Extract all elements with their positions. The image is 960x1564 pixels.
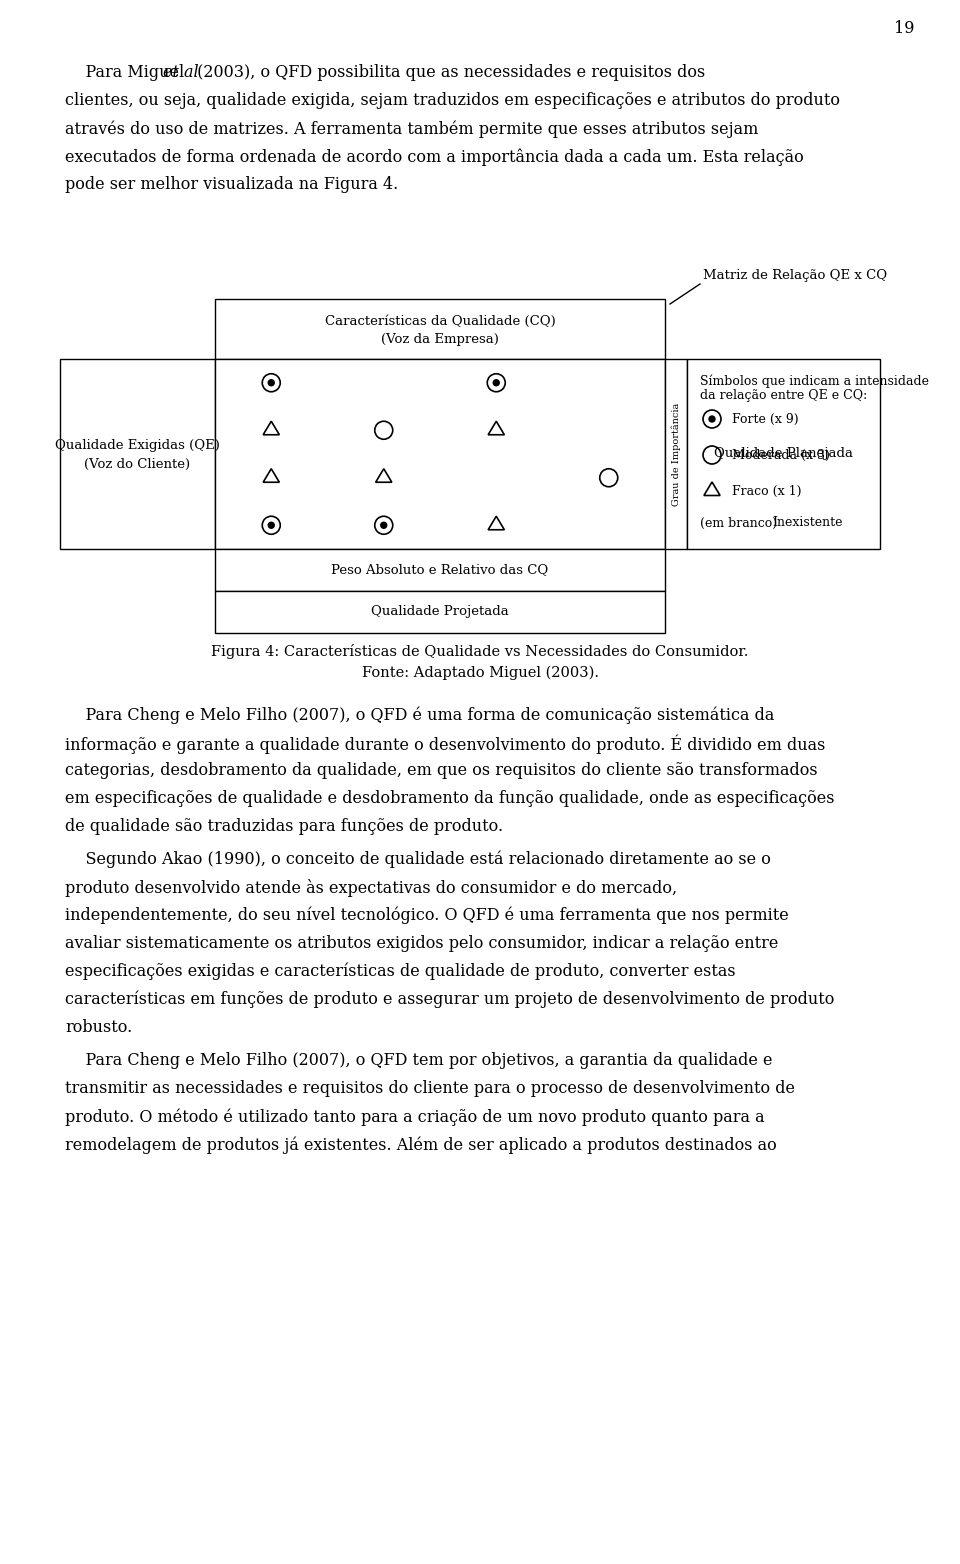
Text: robusto.: robusto. xyxy=(65,1020,132,1035)
Text: 19: 19 xyxy=(895,20,915,38)
Text: produto. O método é utilizado tanto para a criação de um novo produto quanto par: produto. O método é utilizado tanto para… xyxy=(65,1107,764,1126)
Text: Segundo Akao (1990), o conceito de qualidade está relacionado diretamente ao se : Segundo Akao (1990), o conceito de quali… xyxy=(65,851,771,868)
Text: Qualidade Projetada: Qualidade Projetada xyxy=(372,605,509,618)
Text: Características da Qualidade (CQ): Características da Qualidade (CQ) xyxy=(324,314,556,327)
Text: através do uso de matrizes. A ferramenta também permite que esses atributos seja: através do uso de matrizes. A ferramenta… xyxy=(65,120,758,138)
Text: produto desenvolvido atende às expectativas do consumidor e do mercado,: produto desenvolvido atende às expectati… xyxy=(65,879,677,898)
Text: executados de forma ordenada de acordo com a importância dada a cada um. Esta re: executados de forma ordenada de acordo c… xyxy=(65,149,804,166)
Bar xyxy=(60,360,215,549)
Text: características em funções de produto e assegurar um projeto de desenvolvimento : características em funções de produto e … xyxy=(65,992,834,1009)
Text: Fonte: Adaptado Miguel (2003).: Fonte: Adaptado Miguel (2003). xyxy=(362,666,598,680)
Text: Fraco (x 1): Fraco (x 1) xyxy=(732,485,802,497)
Bar xyxy=(215,549,665,591)
Circle shape xyxy=(709,416,715,422)
Bar xyxy=(215,360,665,549)
Text: (em branco): (em branco) xyxy=(700,516,778,530)
Circle shape xyxy=(268,522,275,529)
Text: Moderada (x 3): Moderada (x 3) xyxy=(732,449,829,461)
Text: Peso Absoluto e Relativo das CQ: Peso Absoluto e Relativo das CQ xyxy=(331,563,548,577)
Bar xyxy=(215,299,665,360)
Text: (Voz do Cliente): (Voz do Cliente) xyxy=(84,458,191,471)
Text: Inexistente: Inexistente xyxy=(772,516,843,530)
Text: (2003), o QFD possibilita que as necessidades e requisitos dos: (2003), o QFD possibilita que as necessi… xyxy=(192,64,706,81)
Text: avaliar sistematicamente os atributos exigidos pelo consumidor, indicar a relaçã: avaliar sistematicamente os atributos ex… xyxy=(65,935,779,952)
Text: independentemente, do seu nível tecnológico. O QFD é uma ferramenta que nos perm: independentemente, do seu nível tecnológ… xyxy=(65,907,789,924)
Text: Para Cheng e Melo Filho (2007), o QFD é uma forma de comunicação sistemática da: Para Cheng e Melo Filho (2007), o QFD é … xyxy=(65,705,775,724)
Text: de qualidade são traduzidas para funções de produto.: de qualidade são traduzidas para funções… xyxy=(65,818,503,835)
Text: Símbolos que indicam a intensidade: Símbolos que indicam a intensidade xyxy=(700,374,929,388)
Text: em especificações de qualidade e desdobramento da função qualidade, onde as espe: em especificações de qualidade e desdobr… xyxy=(65,790,834,807)
Text: informação e garante a qualidade durante o desenvolvimento do produto. É dividid: informação e garante a qualidade durante… xyxy=(65,734,826,754)
Text: Para Cheng e Melo Filho (2007), o QFD tem por objetivos, a garantia da qualidade: Para Cheng e Melo Filho (2007), o QFD te… xyxy=(65,1053,773,1070)
Bar xyxy=(687,360,880,549)
Text: Qualidade Planejada: Qualidade Planejada xyxy=(714,447,853,460)
Bar xyxy=(215,591,665,633)
Text: transmitir as necessidades e requisitos do cliente para o processo de desenvolvi: transmitir as necessidades e requisitos … xyxy=(65,1081,795,1096)
Text: remodelagem de produtos já existentes. Além de ser aplicado a produtos destinado: remodelagem de produtos já existentes. A… xyxy=(65,1135,777,1154)
Text: Matriz de Relação QE x CQ: Matriz de Relação QE x CQ xyxy=(703,269,887,282)
Text: Para Miguel: Para Miguel xyxy=(65,64,189,81)
Bar xyxy=(665,360,687,549)
Circle shape xyxy=(268,380,275,386)
Text: Forte (x 9): Forte (x 9) xyxy=(732,413,799,425)
Text: et al: et al xyxy=(163,64,199,81)
Text: Figura 4: Características de Qualidade vs Necessidades do Consumidor.: Figura 4: Características de Qualidade v… xyxy=(211,644,749,658)
Text: pode ser melhor visualizada na Figura 4.: pode ser melhor visualizada na Figura 4. xyxy=(65,177,398,192)
Text: da relação entre QE e CQ:: da relação entre QE e CQ: xyxy=(700,389,867,402)
Text: Grau de Importância: Grau de Importância xyxy=(671,402,681,505)
Text: categorias, desdobramento da qualidade, em que os requisitos do cliente são tran: categorias, desdobramento da qualidade, … xyxy=(65,762,818,779)
Text: (Voz da Empresa): (Voz da Empresa) xyxy=(381,333,499,346)
Text: clientes, ou seja, qualidade exigida, sejam traduzidos em especificações e atrib: clientes, ou seja, qualidade exigida, se… xyxy=(65,92,840,109)
Circle shape xyxy=(381,522,387,529)
Circle shape xyxy=(493,380,499,386)
Text: especificações exigidas e características de qualidade de produto, converter est: especificações exigidas e característica… xyxy=(65,963,735,981)
Text: Qualidade Exigidas (QE): Qualidade Exigidas (QE) xyxy=(55,439,220,452)
